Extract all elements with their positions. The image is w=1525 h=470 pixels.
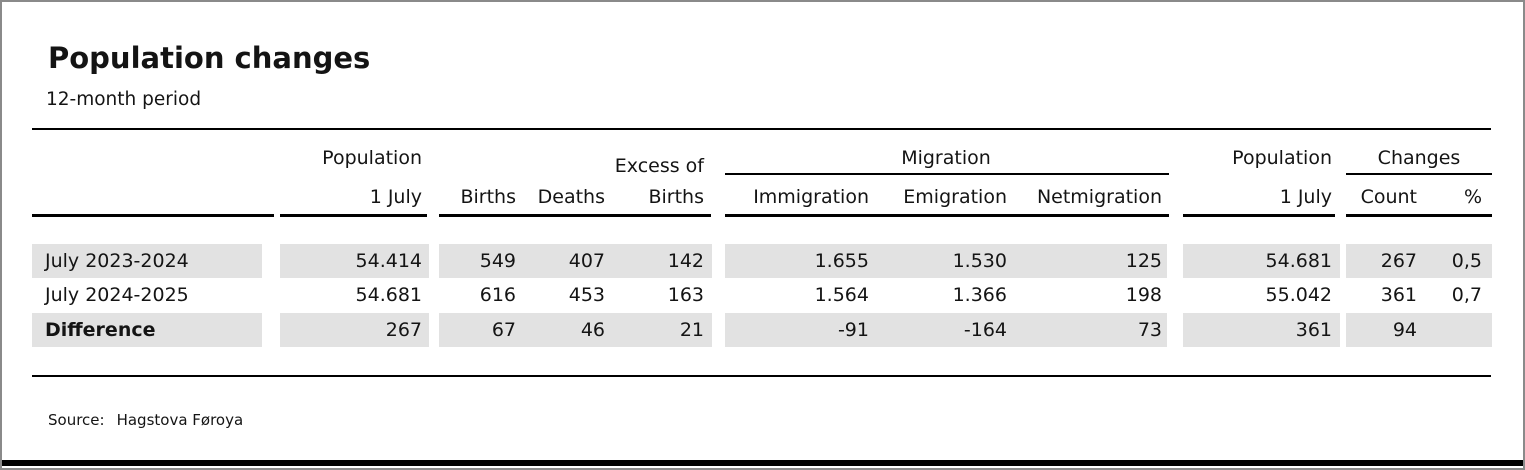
group-header-migration: Migration — [901, 147, 991, 169]
cell-emigration: 1.366 — [952, 284, 1007, 306]
cell-count: 94 — [1392, 319, 1417, 341]
bottom-rule — [32, 375, 1491, 377]
cell-percent — [1424, 313, 1492, 347]
source-value: Hagstova Føroya — [116, 411, 244, 429]
cell-netmigration: 125 — [1125, 250, 1162, 272]
column-header-pop-start-1july: 1 July — [369, 186, 422, 208]
cell-emigration: -164 — [963, 319, 1007, 341]
column-header-emigration: Emigration — [903, 186, 1007, 208]
group-header-population-end: Population — [1232, 147, 1332, 169]
source-note: Source: Hagstova Føroya — [48, 410, 243, 430]
group-header-population-start: Population — [322, 147, 422, 169]
top-rule — [32, 128, 1491, 130]
column-header-immigration: Immigration — [753, 186, 869, 208]
source-label: Source: — [48, 411, 105, 429]
column-header-births: Births — [460, 186, 516, 208]
page-title: Population changes — [48, 41, 371, 75]
cell-excess-births: 142 — [667, 250, 704, 272]
row-label: July 2024-2025 — [45, 284, 189, 306]
table-row: Difference 267 67 46 21 -91 -164 73 361 … — [2, 313, 1523, 347]
cell-immigration: 1.655 — [814, 250, 869, 272]
column-header-count: Count — [1360, 186, 1417, 208]
cell-pop-start: 54.414 — [280, 244, 429, 278]
table-row: July 2024-2025 54.681 616 453 163 1.564 … — [2, 278, 1523, 312]
cell-netmigration: 198 — [1125, 284, 1162, 306]
cell-births: 67 — [491, 319, 516, 341]
row-label: July 2023-2024 — [32, 244, 262, 278]
header-underline-pop-start — [280, 214, 427, 217]
table-row: July 2023-2024 54.414 549 407 142 1.655 … — [2, 244, 1523, 278]
cell-deaths: 453 — [568, 284, 605, 306]
cell-deaths: 46 — [580, 319, 605, 341]
column-header-pop-end-1july: 1 July — [1279, 186, 1332, 208]
cell-netmigration: 73 — [1137, 319, 1162, 341]
cell-percent: 0,5 — [1451, 250, 1482, 272]
cell-deaths: 407 — [568, 250, 605, 272]
column-header-percent: % — [1463, 186, 1482, 208]
column-header-deaths: Deaths — [537, 186, 605, 208]
cell-immigration: -91 — [837, 319, 869, 341]
column-header-excess-births: Births — [648, 186, 704, 208]
migration-group-underline — [725, 173, 1169, 175]
cell-emigration: 1.530 — [952, 250, 1007, 272]
bottom-bar — [2, 460, 1523, 466]
cell-births: 616 — [479, 284, 516, 306]
row-label: Difference — [32, 313, 262, 347]
cell-immigration: 1.564 — [814, 284, 869, 306]
page-subtitle: 12-month period — [46, 89, 202, 110]
cell-excess-births: 163 — [667, 284, 704, 306]
cell-excess-births: 21 — [679, 319, 704, 341]
column-header-row: 1 July Births Deaths Births Immigration … — [2, 182, 1523, 213]
cell-pop-end: 54.681 — [1183, 244, 1340, 278]
column-header-netmigration: Netmigration — [1036, 186, 1162, 208]
cell-pop-end: 361 — [1183, 313, 1340, 347]
cell-pop-end: 55.042 — [1265, 284, 1332, 306]
cell-count: 361 — [1380, 284, 1417, 306]
header-underline-changes — [1346, 214, 1492, 217]
column-header-blank — [32, 182, 262, 213]
cell-count: 267 — [1380, 250, 1417, 272]
group-header-changes: Changes — [1377, 147, 1461, 169]
cell-pop-start: 267 — [280, 313, 429, 347]
changes-group-underline — [1346, 173, 1492, 175]
cell-births: 549 — [479, 250, 516, 272]
header-underline-vital — [439, 214, 711, 217]
header-underline-migration — [725, 214, 1169, 217]
group-header-excess-of: Excess of — [614, 155, 704, 177]
cell-percent: 0,7 — [1451, 284, 1482, 306]
header-underline-label — [32, 214, 274, 217]
header-underline-pop-end — [1183, 214, 1335, 217]
cell-pop-start: 54.681 — [355, 284, 422, 306]
